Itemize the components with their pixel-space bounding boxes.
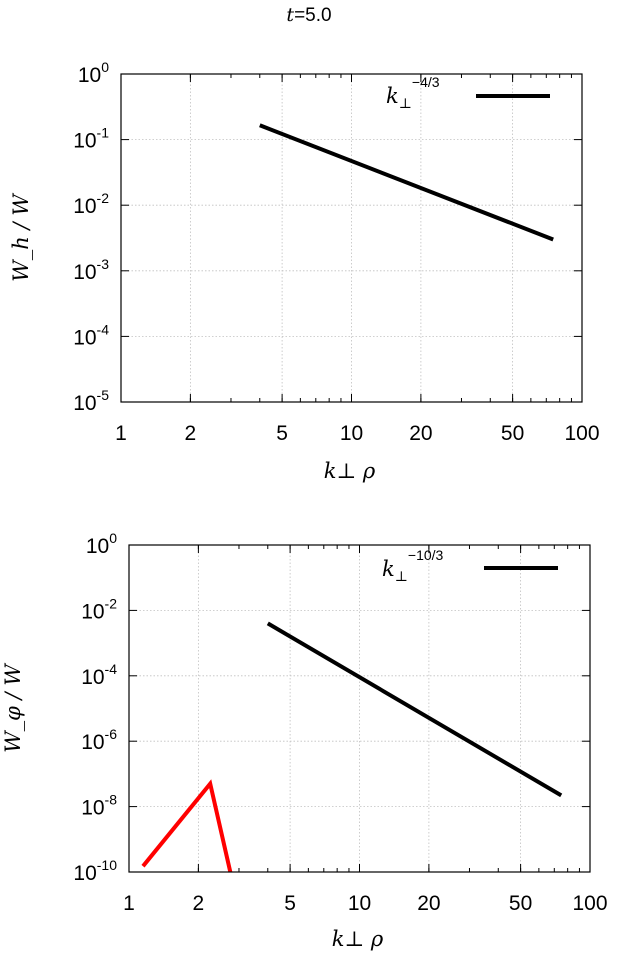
grid: [121, 74, 582, 402]
y-tick-label: 10-4: [73, 321, 109, 349]
x-tick-label: 1: [123, 892, 135, 915]
x-tick-label: 2: [185, 422, 197, 445]
plot-frame: [120, 73, 583, 403]
x-tick-label: 10: [348, 892, 371, 915]
x-tick-label: 20: [409, 422, 432, 445]
y-tick-label: 10-8: [81, 792, 117, 820]
x-axis-label: k⊥ ρ: [324, 459, 376, 483]
bottom-panel: 1 2 5 10 20 50 100 100 10-2 10-4 10-6 10-8 10-10 k⊥ ρ…: [1, 530, 608, 951]
x-tick-label: 20: [417, 892, 440, 915]
x-tick-label: 50: [501, 422, 524, 445]
x-tick-label: 50: [509, 892, 532, 915]
x-tick-label: 100: [572, 892, 607, 915]
figure-title: t=5.0: [286, 4, 331, 26]
y-tick-label: 10-4: [81, 661, 117, 689]
x-tick-label: 5: [276, 422, 288, 445]
series-line-red: [141, 779, 233, 873]
y-tick-label: 10-1: [73, 125, 109, 153]
x-tick-label: 100: [564, 422, 599, 445]
x-tick-label: 2: [193, 892, 205, 915]
x-tick-label: 5: [284, 892, 296, 915]
series-line-powerlaw: [259, 123, 554, 242]
y-tick-label: 10-6: [81, 726, 117, 754]
y-tick-label: 100: [78, 59, 109, 87]
y-axis-label: W_φ / W: [1, 662, 25, 753]
top-panel: 1 2 5 10 20 50 100 100 10-1 10-2 10-3 10-4 10-5 k⊥ ρ W…: [9, 59, 600, 483]
series-group: [141, 621, 563, 873]
grid: [129, 545, 590, 872]
legend: k⊥−4/3: [386, 74, 550, 112]
series-group: [259, 123, 554, 242]
plot-frame: [128, 544, 591, 873]
legend-label: k⊥−4/3: [386, 74, 440, 112]
y-tick-label: 100: [86, 530, 117, 558]
y-tick-label: 10-3: [73, 256, 109, 284]
x-axis-label: k⊥ ρ: [332, 927, 384, 951]
series-line-powerlaw: [266, 621, 563, 798]
y-tick-label: 10-10: [73, 857, 117, 885]
y-axis-label: W_h / W: [9, 192, 33, 282]
y-tick-label: 10-2: [81, 595, 117, 623]
y-tick-label: 10-2: [73, 190, 109, 218]
x-tick-label: 1: [115, 422, 127, 445]
y-tick-label: 10-5: [73, 387, 109, 415]
x-tick-label: 10: [340, 422, 363, 445]
legend: k⊥−10/3: [382, 547, 558, 585]
legend-label: k⊥−10/3: [382, 547, 444, 585]
